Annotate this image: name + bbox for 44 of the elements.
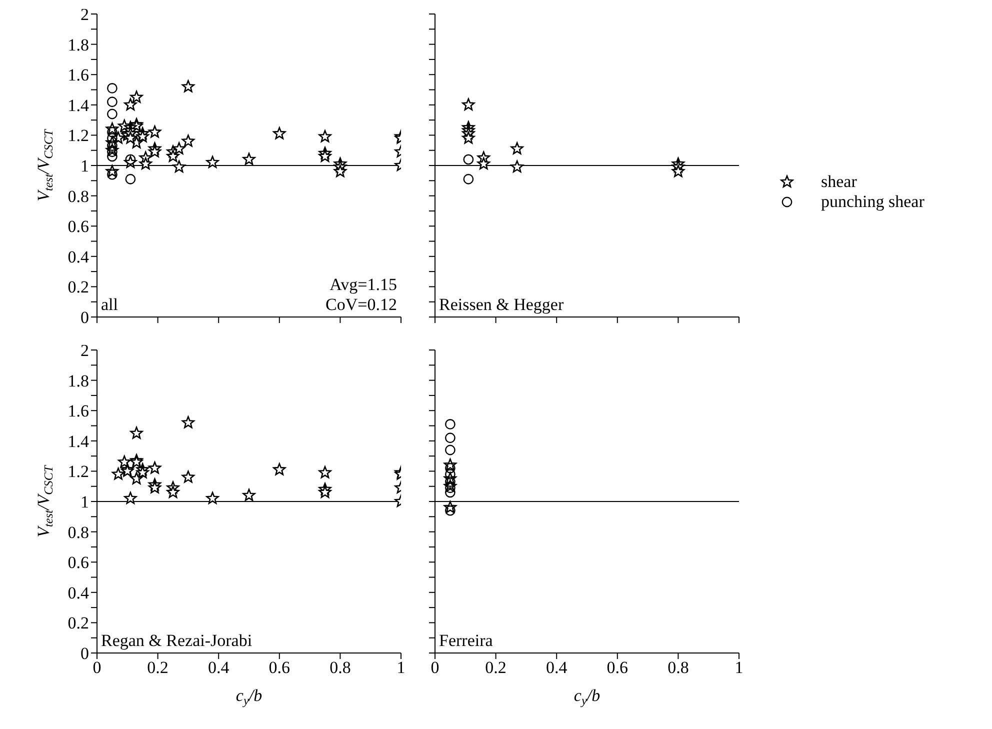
x-tick-label: 0.4: [208, 658, 230, 678]
y-tick-label: 1.6: [68, 402, 89, 421]
y-tick-label: 1: [80, 492, 89, 512]
x-tick-label: 0.6: [606, 658, 628, 678]
x-tick-label: 0.8: [668, 658, 689, 678]
y-tick-label: 0: [80, 308, 89, 328]
y-tick-label: 1.6: [68, 66, 89, 85]
annotation: Avg=1.15: [330, 275, 397, 295]
y-tick-label: 0.8: [68, 522, 89, 542]
y-tick-label: 1.8: [68, 35, 89, 54]
y-tick-label: 0.6: [68, 217, 89, 236]
y-tick-label: 2: [80, 341, 89, 360]
annotation: Reissen & Hegger: [439, 295, 564, 315]
x-tick-label: 0: [92, 658, 102, 678]
annotation: Ferreira: [439, 631, 493, 651]
y-tick-label: 0.2: [68, 614, 89, 633]
x-tick-label: 1: [734, 658, 744, 678]
y-tick-label: 0.4: [68, 583, 90, 602]
x-tick-label: 0.8: [330, 658, 351, 678]
legend-label: shear: [821, 172, 857, 192]
y-tick-label: 1.2: [68, 462, 89, 482]
y-tick-label: 1.4: [68, 432, 90, 451]
x-axis-title: c$_{y}$/b: [574, 686, 600, 708]
y-tick-label: 0.8: [68, 186, 89, 206]
y-tick-label: 1.2: [68, 126, 89, 146]
legend-label: punching shear: [821, 192, 924, 212]
x-tick-label: 0.6: [268, 658, 290, 678]
x-tick-label: 0.4: [546, 658, 568, 678]
y-tick-label: 0.4: [68, 247, 90, 266]
x-tick-label: 0.2: [485, 658, 506, 678]
x-tick-label: 0.2: [147, 658, 168, 678]
y-tick-label: 1: [80, 156, 89, 176]
y-tick-label: 2: [80, 5, 89, 24]
x-tick-label: 0: [430, 658, 440, 678]
y-tick-label: 0.6: [68, 553, 89, 572]
y-tick-label: 0: [80, 644, 89, 664]
y-tick-label: 1.8: [68, 371, 89, 390]
y-tick-label: 0.2: [68, 278, 89, 297]
annotation: CoV=0.12: [326, 295, 397, 315]
y-tick-label: 1.4: [68, 96, 90, 115]
x-tick-label: 1: [396, 658, 406, 678]
annotation: all: [101, 295, 118, 315]
annotation: Regan & Rezai-Jorabi: [101, 631, 252, 651]
x-axis-title: c$_{y}$/b: [236, 686, 262, 708]
